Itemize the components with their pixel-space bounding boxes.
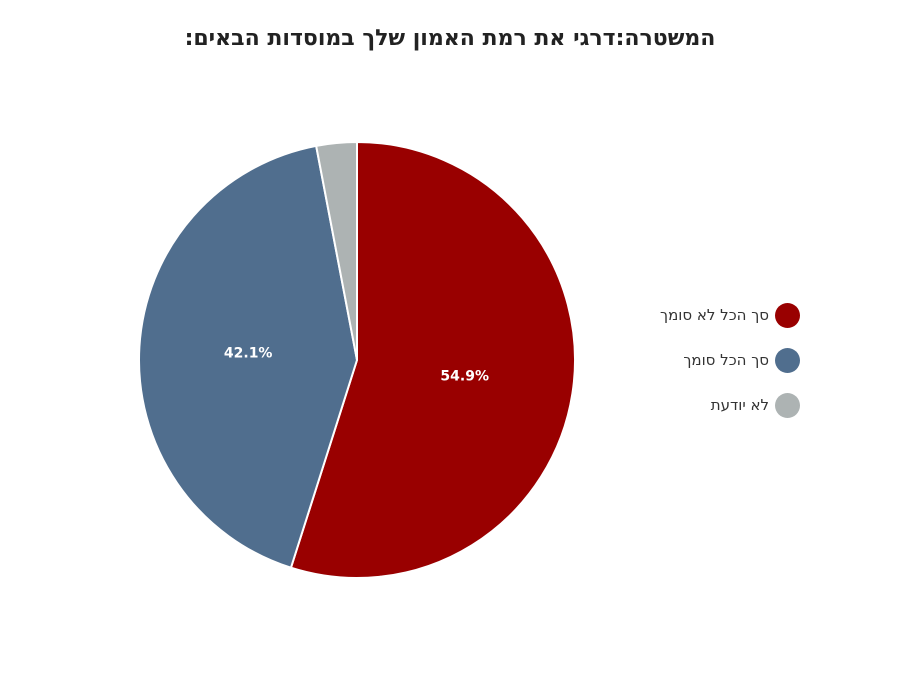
legend: סך הכל לא סומך סך הכל סומך לא יודעת [600,298,800,433]
legend-item-dont-know[interactable]: לא יודעת [600,388,800,422]
legend-swatch-trust [775,347,800,373]
pie-slices [138,140,576,579]
legend-label-trust: סך הכל סומך [683,351,769,369]
pie-slice-trust[interactable] [138,144,359,570]
pie-slice-dont-know[interactable] [314,140,358,361]
chart-title: המשטרה:דרגי את רמת האמון שלך במוסדות הבא… [184,26,716,51]
legend-swatch-dont-know [775,392,800,418]
legend-swatch-not-trust [775,302,800,328]
legend-label-not-trust: סך הכל לא סומך [660,306,769,324]
legend-item-trust[interactable]: סך הכל סומך [600,343,800,377]
legend-item-not-trust[interactable]: סך הכל לא סומך [600,298,800,332]
pie-slice-not-trust[interactable] [289,140,576,579]
slice-label-trust: 42.1% [224,345,273,361]
slice-label-not-trust: 54.9% [440,369,489,385]
pie-slice-labels: 54.9% 42.1% [224,345,489,384]
legend-label-dont-know: לא יודעת [710,396,769,414]
